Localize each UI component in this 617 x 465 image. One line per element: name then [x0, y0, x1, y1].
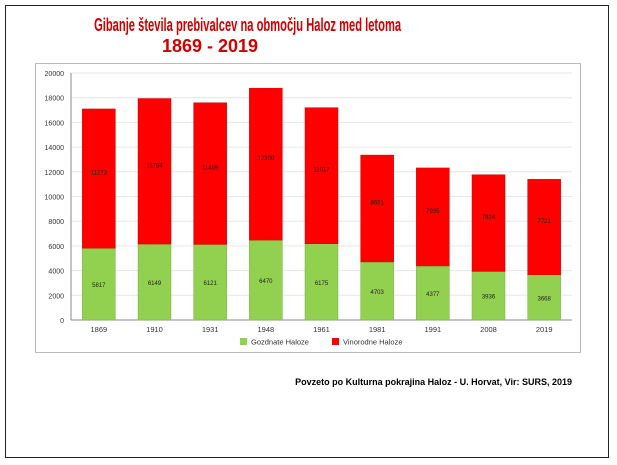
x-tick-label: 2008 — [480, 325, 497, 334]
data-label: 7721 — [537, 219, 551, 225]
x-tick-label: 1948 — [257, 325, 274, 334]
y-tick-label: 16000 — [45, 120, 65, 127]
x-tick-label: 1931 — [202, 325, 219, 334]
bar-vinorodne — [527, 179, 561, 275]
data-label: 11273 — [91, 171, 108, 177]
data-label: 3668 — [537, 296, 551, 302]
legend-swatch — [332, 338, 339, 345]
x-tick-label: 1961 — [313, 325, 330, 334]
x-tick-label: 1991 — [424, 325, 441, 334]
y-tick-label: 4000 — [48, 269, 64, 276]
chart-title-line1: Gibanje števila prebivalcev na območju H… — [94, 15, 402, 35]
bar-gozdnate — [304, 243, 339, 321]
data-label: 6149 — [148, 281, 162, 287]
bar-gozdnate — [471, 271, 506, 321]
data-label: 11017 — [313, 168, 330, 174]
y-tick-label: 18000 — [45, 96, 65, 103]
bar-gozdnate — [527, 274, 561, 321]
y-tick-label: 12000 — [45, 170, 65, 177]
bar-vinorodne — [193, 102, 227, 245]
legend-label: Vinorodne Haloze — [343, 338, 403, 347]
bar-vinorodne — [471, 174, 506, 272]
legend-swatch — [240, 338, 247, 345]
data-label: 11469 — [202, 166, 219, 172]
bar-vinorodne — [304, 107, 339, 244]
data-label: 3936 — [482, 295, 496, 301]
legend-label: Gozdnate Haloze — [251, 338, 309, 347]
data-label: 5817 — [92, 283, 106, 289]
data-label: 11784 — [146, 163, 163, 169]
bar-vinorodne — [249, 87, 283, 241]
chart-title-line2-wrap: 1869 - 2019 — [0, 37, 420, 56]
data-label: 6470 — [259, 279, 273, 285]
chart-area — [35, 63, 581, 353]
data-label: 7935 — [426, 209, 440, 215]
y-tick-label: 2000 — [48, 293, 64, 300]
data-label: 4377 — [426, 292, 440, 298]
y-tick-label: 6000 — [48, 244, 64, 251]
bar-vinorodne — [360, 154, 394, 263]
y-tick-label: 0 — [60, 318, 64, 325]
data-label: 12300 — [257, 156, 274, 162]
x-tick-label: 1910 — [146, 325, 163, 334]
data-label: 6175 — [315, 281, 329, 287]
bar-gozdnate — [249, 239, 283, 321]
bar-vinorodne — [416, 167, 450, 267]
x-tick-label: 1869 — [90, 325, 107, 334]
y-tick-label: 10000 — [45, 195, 65, 202]
bar-gozdnate — [416, 265, 450, 321]
data-label: 4703 — [370, 290, 384, 296]
chart-title-line1-wrap: Gibanje števila prebivalcev na območju H… — [0, 16, 420, 35]
y-tick-label: 20000 — [45, 71, 65, 78]
chart-title-line2: 1869 - 2019 — [161, 36, 259, 56]
data-label: 8651 — [370, 200, 384, 206]
slide-frame — [5, 5, 609, 458]
x-tick-label: 1981 — [369, 325, 386, 334]
source-caption: Povzeto po Kulturna pokrajina Haloz - U.… — [295, 377, 572, 387]
bar-gozdnate — [360, 261, 394, 321]
bar-vinorodne — [137, 98, 172, 245]
data-label: 6121 — [203, 281, 217, 287]
bar-vinorodne — [82, 108, 116, 249]
data-label: 7824 — [482, 215, 496, 221]
y-tick-label: 14000 — [45, 145, 65, 152]
y-tick-label: 8000 — [48, 219, 64, 226]
x-tick-label: 2019 — [536, 325, 553, 334]
